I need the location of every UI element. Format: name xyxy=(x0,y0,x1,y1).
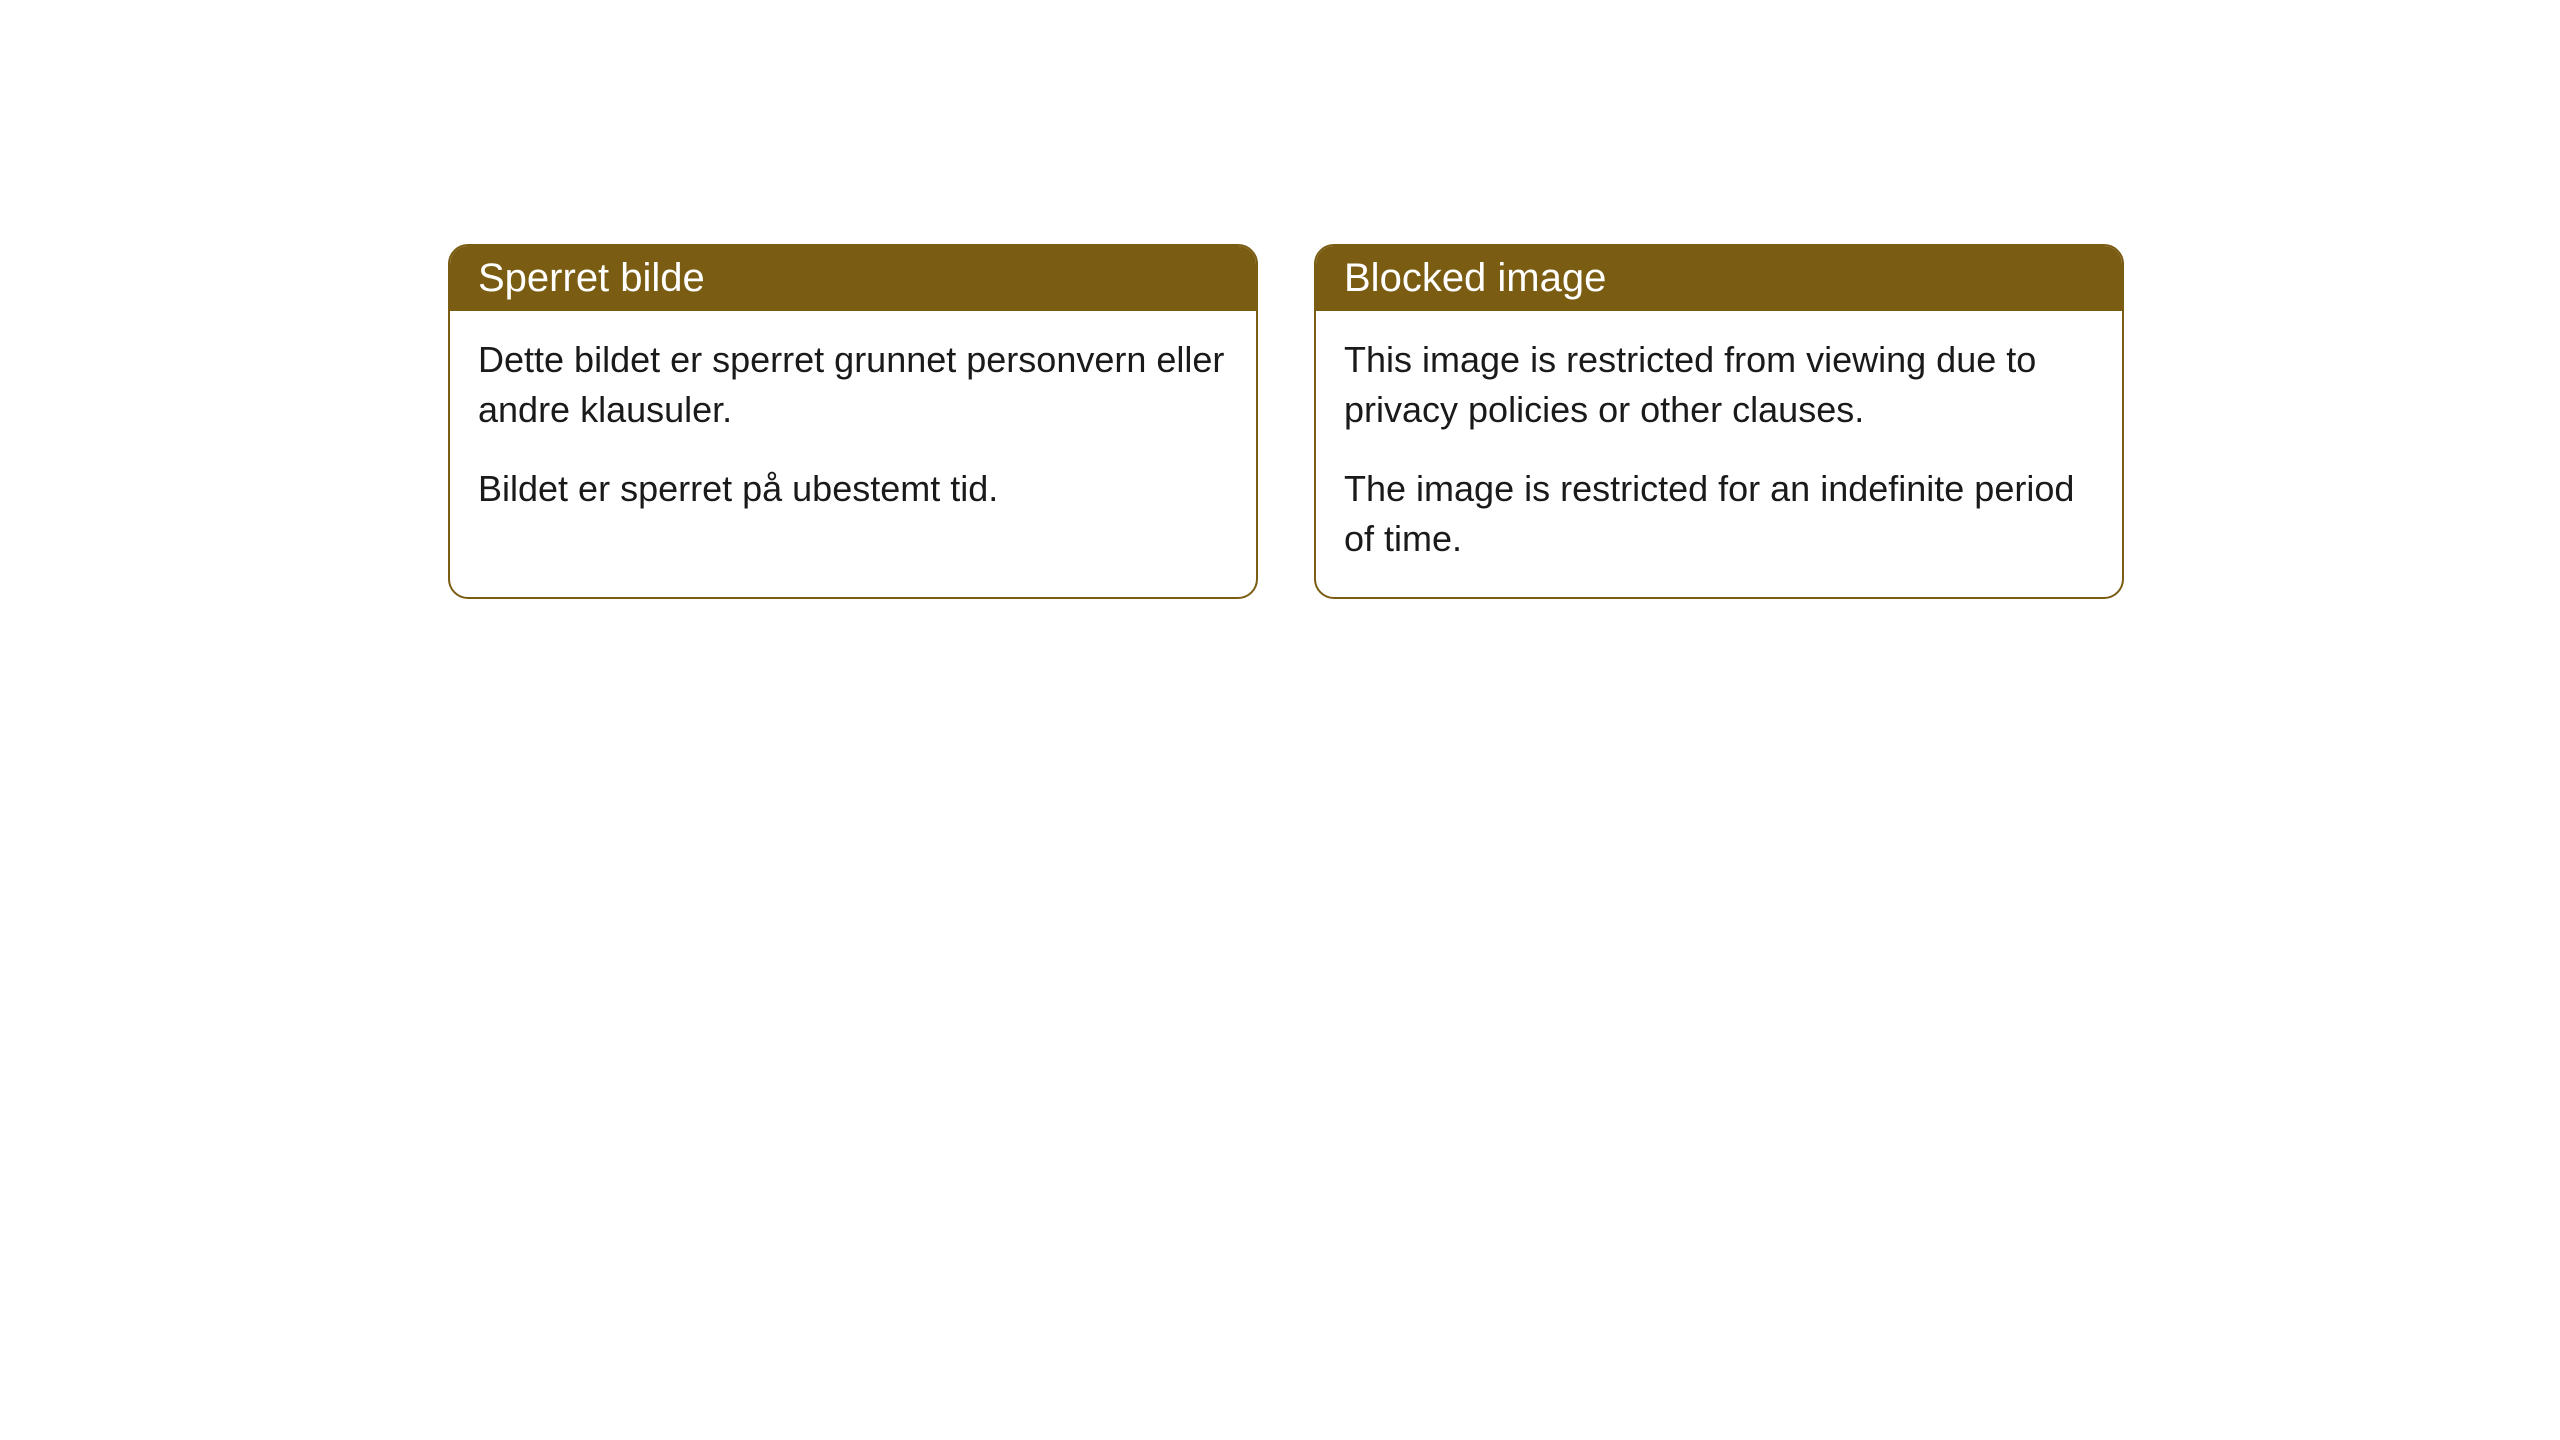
card-title: Blocked image xyxy=(1344,256,1606,300)
card-paragraph2: Bildet er sperret på ubestemt tid. xyxy=(478,464,1228,514)
notice-cards-container: Sperret bilde Dette bildet er sperret gr… xyxy=(448,244,2124,599)
blocked-image-card-english: Blocked image This image is restricted f… xyxy=(1314,244,2124,599)
card-paragraph2: The image is restricted for an indefinit… xyxy=(1344,464,2094,565)
blocked-image-card-norwegian: Sperret bilde Dette bildet er sperret gr… xyxy=(448,244,1258,599)
card-header-english: Blocked image xyxy=(1316,246,2122,311)
card-paragraph1: This image is restricted from viewing du… xyxy=(1344,335,2094,436)
card-paragraph1: Dette bildet er sperret grunnet personve… xyxy=(478,335,1228,436)
card-body-english: This image is restricted from viewing du… xyxy=(1316,311,2122,597)
card-header-norwegian: Sperret bilde xyxy=(450,246,1256,311)
card-body-norwegian: Dette bildet er sperret grunnet personve… xyxy=(450,311,1256,546)
card-title: Sperret bilde xyxy=(478,256,705,300)
